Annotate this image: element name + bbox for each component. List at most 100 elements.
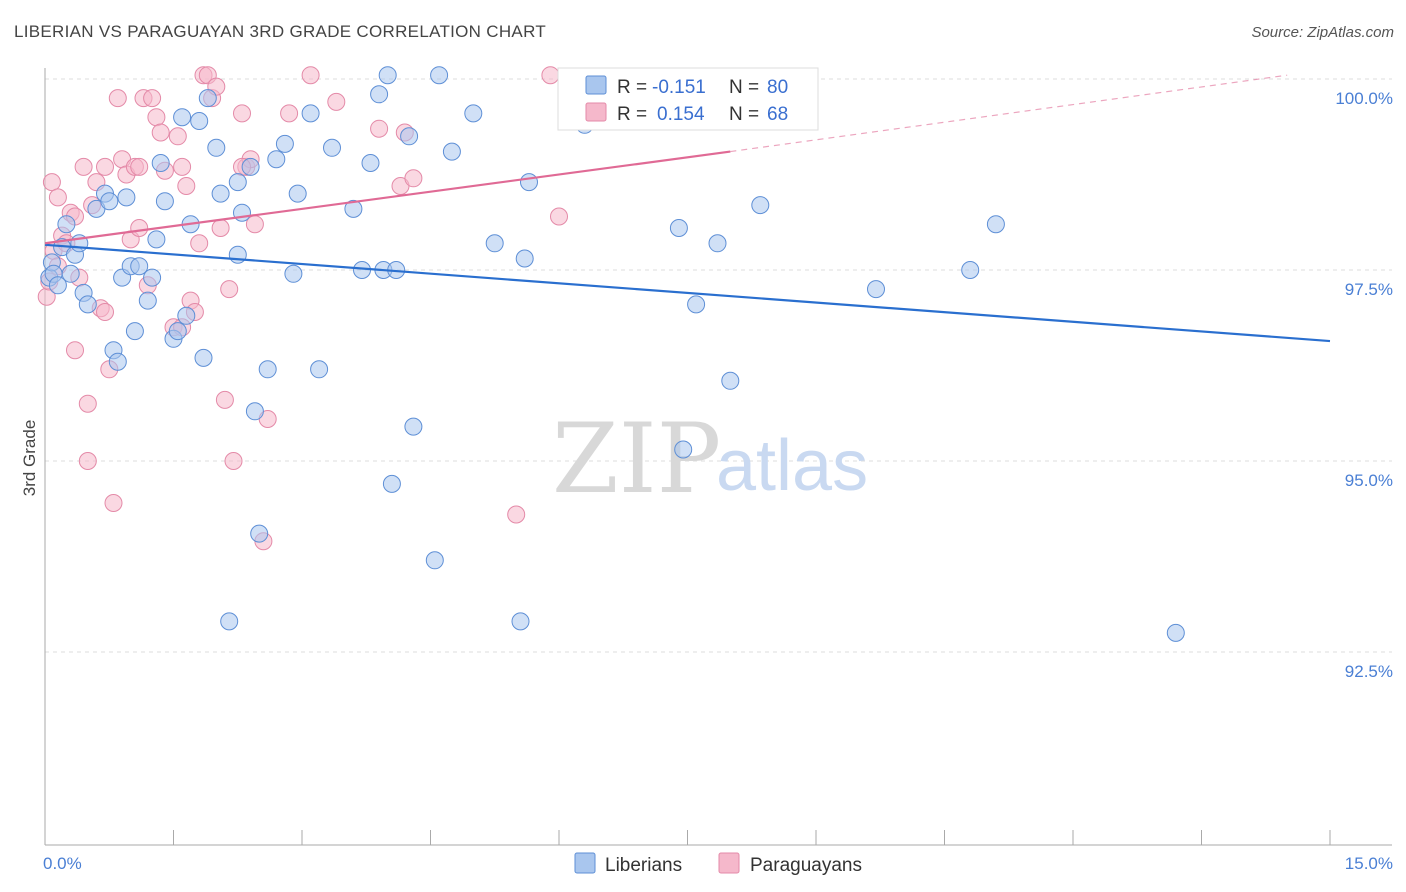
paraguayan-point [42, 173, 61, 192]
liberian-point [250, 524, 269, 543]
paraguayan-point [370, 119, 389, 138]
liberian-point [361, 154, 380, 172]
paraguayan-point [151, 123, 170, 142]
paraguayan-point [211, 219, 230, 237]
liberian-point [130, 257, 149, 276]
liberian-point [245, 402, 264, 421]
paraguayan-trend-extension [730, 74, 1288, 153]
liberian-point [425, 551, 444, 570]
paraguayan-point [168, 127, 187, 146]
liberian-point [57, 215, 76, 234]
liberian-point [147, 230, 166, 249]
liberian-point [323, 138, 341, 157]
liberian-point [100, 192, 119, 211]
liberian-point [61, 264, 80, 283]
paraguayan-trend-line [44, 150, 731, 245]
paraguayan-point [74, 157, 93, 176]
paraguayan-point [130, 157, 149, 176]
liberian-point [78, 295, 97, 314]
liberian-point [288, 184, 307, 203]
liberian-point [404, 417, 423, 436]
legend-swatch-paraguayans [585, 102, 607, 122]
y-tick-label: 100.0% [1335, 89, 1393, 108]
liberian-point [751, 196, 770, 215]
legend-n-value-2: 68 [767, 104, 788, 125]
data-points [37, 66, 1185, 642]
legend-bottom-swatch-paraguayans [718, 852, 740, 874]
paraguayan-point [173, 157, 192, 176]
paraguayan-point [541, 66, 560, 85]
liberian-point [198, 89, 217, 108]
liberian-point [267, 150, 286, 169]
liberian-point [1166, 623, 1185, 642]
series-legend: Liberians Paraguayans [574, 852, 862, 876]
y-tick-label: 92.5% [1345, 662, 1393, 681]
liberian-point [151, 154, 170, 172]
liberian-point [207, 138, 226, 157]
liberian-point [370, 85, 389, 104]
axes [44, 68, 1392, 846]
liberian-point [721, 371, 740, 390]
y-tick-label: 95.0% [1345, 471, 1393, 490]
legend-r-label-2: R = [617, 104, 647, 125]
legend-r-label-1: R = [617, 77, 647, 98]
chart-title: LIBERIAN VS PARAGUAYAN 3RD GRADE CORRELA… [14, 22, 547, 41]
paraguayan-point [78, 394, 97, 413]
liberian-point [961, 261, 980, 279]
liberian-point [125, 322, 144, 341]
paraguayan-point [130, 219, 149, 237]
y-axis-label: 3rd Grade [20, 420, 39, 497]
paraguayan-point [550, 207, 568, 226]
paraguayan-point [233, 104, 251, 123]
legend-bottom-swatch-liberians [574, 852, 596, 874]
legend-n-value-1: 80 [767, 77, 788, 98]
liberian-point [687, 295, 706, 314]
paraguayan-point [78, 452, 97, 470]
liberian-point [485, 234, 504, 253]
watermark-zip: ZIP [552, 403, 721, 515]
liberian-point [143, 268, 162, 287]
liberian-point [177, 306, 196, 325]
liberian-point [108, 352, 127, 371]
liberian-point [138, 291, 157, 310]
liberian-point [382, 474, 401, 493]
liberian-point [430, 66, 449, 85]
paraguayan-point [404, 169, 423, 188]
liberian-point [211, 184, 230, 203]
legend-r-value-1: -0.151 [652, 77, 706, 98]
liberian-point [228, 173, 247, 192]
liberian-point [511, 612, 530, 631]
paraguayan-point [301, 66, 320, 85]
liberian-point [400, 127, 419, 146]
liberian-point [173, 108, 192, 127]
paraguayan-point [66, 341, 84, 360]
paraguayan-point [220, 280, 239, 299]
watermark-atlas: atlas [716, 426, 868, 506]
liberian-point [220, 612, 239, 631]
liberian-point [117, 188, 136, 207]
paraguayan-point [507, 505, 526, 524]
grid-lines [45, 78, 1392, 653]
source-label: Source: ZipAtlas.com [1251, 24, 1394, 41]
paraguayan-point [96, 157, 114, 176]
paraguayan-point [143, 89, 162, 108]
trend-lines [44, 74, 1331, 343]
legend-bottom-liberians: Liberians [605, 855, 682, 876]
liberian-point [708, 234, 727, 253]
liberian-point [442, 142, 461, 161]
paraguayan-point [327, 92, 346, 111]
x-tick-label: 15.0% [1345, 854, 1393, 873]
legend-r-value-2: 0.154 [657, 104, 705, 125]
liberian-point [674, 440, 693, 459]
paraguayan-point [215, 390, 234, 409]
liberian-point [155, 192, 174, 211]
paraguayan-point [104, 494, 123, 512]
liberian-point [515, 249, 534, 268]
liberian-point [464, 104, 483, 123]
liberian-point [520, 173, 538, 192]
paraguayan-point [96, 303, 114, 321]
liberian-point [310, 360, 329, 379]
liberian-point [867, 280, 885, 299]
liberian-point [168, 322, 187, 341]
